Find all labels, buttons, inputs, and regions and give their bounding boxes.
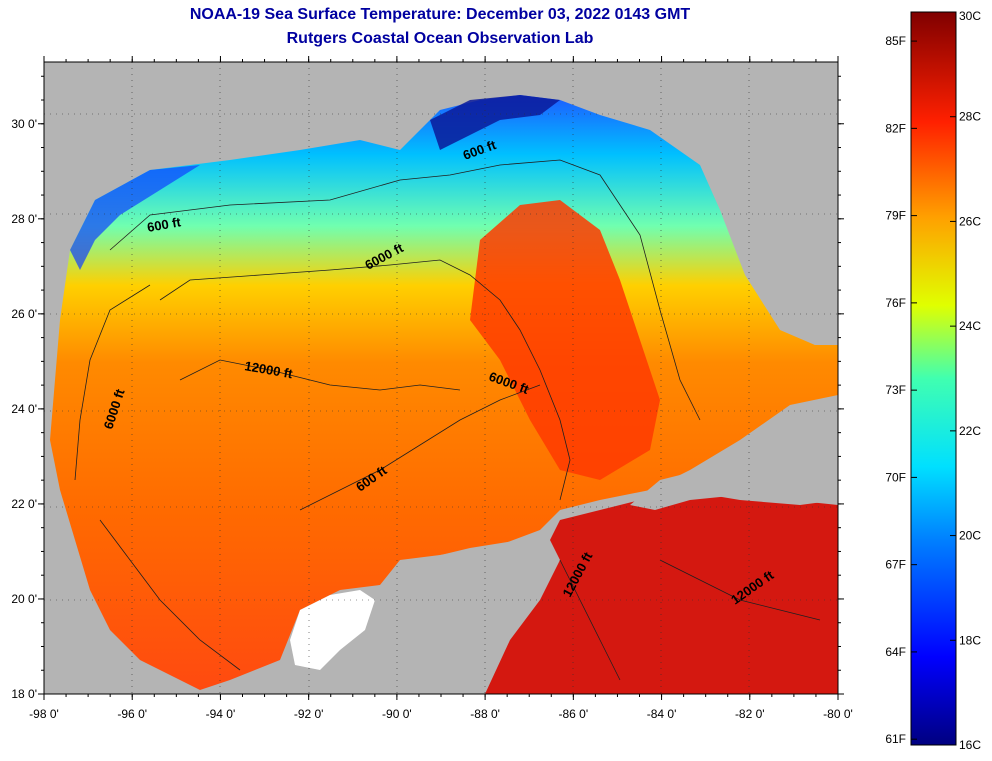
lon-tick-label: -80 0'	[823, 707, 853, 721]
loop-current-warm	[470, 200, 660, 480]
lat-tick-label: 22 0'	[11, 497, 37, 511]
florida-land	[740, 62, 838, 345]
contour-label: 600 ft	[146, 214, 183, 235]
celsius-tick-label: 24C	[959, 319, 981, 333]
fahrenheit-tick-label: 70F	[885, 470, 906, 484]
fahrenheit-tick-label: 67F	[885, 558, 906, 572]
celsius-tick-label: 20C	[959, 529, 981, 543]
fahrenheit-tick-label: 73F	[885, 383, 906, 397]
lon-tick-label: -98 0'	[29, 707, 59, 721]
celsius-tick-label: 18C	[959, 633, 981, 647]
yucatan-land	[290, 530, 560, 694]
lat-tick-label: 20 0'	[11, 592, 37, 606]
lat-tick-label: 18 0'	[11, 687, 37, 701]
celsius-tick-label: 28C	[959, 110, 981, 124]
lon-tick-label: -84 0'	[647, 707, 677, 721]
lon-tick-label: -90 0'	[382, 707, 412, 721]
celsius-tick-label: 30C	[959, 9, 981, 23]
longitude-axis: -98 0' -96 0' -94 0' -92 0' -90 0' -88 0' -86 …	[29, 56, 853, 721]
map-title: NOAA-19 Sea Surface Temperature: Decembe…	[189, 6, 691, 23]
gulf-water	[50, 95, 838, 690]
colorbar-celsius-scale: 30C 28C 26C 24C 22C 20C 18C 16C	[950, 9, 981, 752]
lat-tick-label: 26 0'	[11, 307, 37, 321]
caribbean-water	[480, 490, 838, 694]
fahrenheit-tick-label: 85F	[885, 34, 906, 48]
cold-coastal-water-west	[70, 165, 200, 270]
lon-tick-label: -82 0'	[735, 707, 765, 721]
graticule	[44, 62, 838, 694]
fahrenheit-tick-label: 76F	[885, 296, 906, 310]
celsius-tick-label: 16C	[959, 738, 981, 752]
cold-coastal-water	[430, 95, 560, 150]
lon-tick-label: -96 0'	[117, 707, 147, 721]
fahrenheit-tick-label: 64F	[885, 645, 906, 659]
cuba-land	[630, 470, 838, 510]
lon-tick-label: -88 0'	[470, 707, 500, 721]
lon-tick-label: -92 0'	[294, 707, 324, 721]
celsius-tick-label: 22C	[959, 424, 981, 438]
lon-tick-label: -86 0'	[559, 707, 589, 721]
lat-tick-label: 28 0'	[11, 212, 37, 226]
lat-tick-label: 30 0'	[11, 117, 37, 131]
fahrenheit-tick-label: 79F	[885, 209, 906, 223]
map-subtitle: Rutgers Coastal Ocean Observation Lab	[286, 30, 594, 47]
latitude-axis: 18 0' 20 0' 22 0' 24 0' 26 0' 28 0' 30 0'	[11, 75, 844, 701]
colorbar	[910, 11, 957, 746]
celsius-tick-label: 26C	[959, 214, 981, 228]
lon-tick-label: -94 0'	[206, 707, 236, 721]
fahrenheit-tick-label: 82F	[885, 121, 906, 135]
cloud-patch	[290, 590, 375, 670]
colorbar-fahrenheit-scale: 85F 82F 79F 76F 73F 70F 67F 64F 61F	[885, 34, 917, 746]
lat-tick-label: 24 0'	[11, 402, 37, 416]
fahrenheit-tick-label: 61F	[885, 732, 906, 746]
